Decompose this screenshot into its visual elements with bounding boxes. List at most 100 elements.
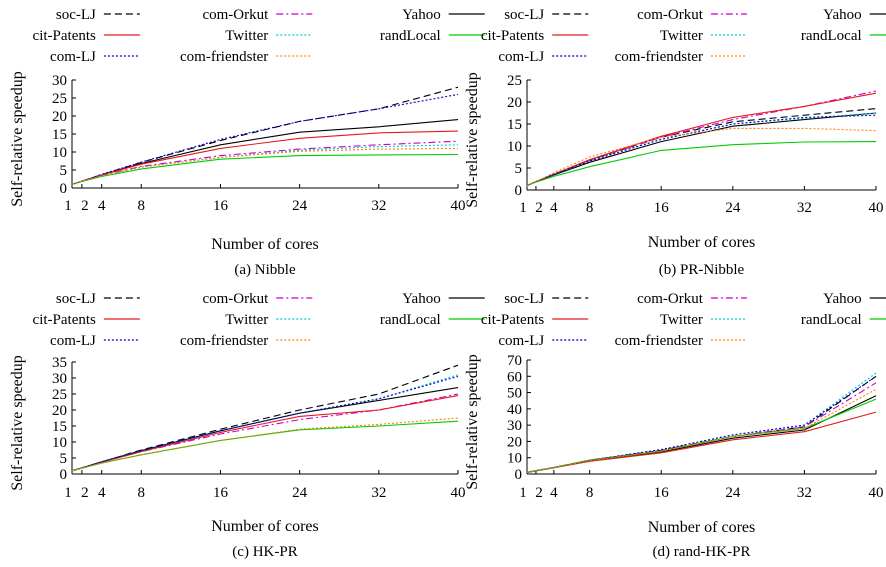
- panel-1: soc-LJ com-Orkut Yahoo cit-Patents Twitter ra…: [9, 7, 485, 278]
- series-line-com-orkut: [71, 393, 459, 472]
- x-tick-label: 24: [725, 485, 741, 501]
- legend-label: com-friendster: [180, 49, 268, 65]
- legend: soc-LJ com-Orkut Yahoo cit-Patents Twitter ra…: [481, 291, 886, 349]
- legend: soc-LJ com-Orkut Yahoo cit-Patents Twitter ra…: [33, 7, 485, 65]
- y-tick-label: 5: [60, 451, 68, 467]
- legend-label: com-Orkut: [202, 291, 269, 307]
- legend-label: com-friendster: [615, 49, 703, 65]
- legend-label: Twitter: [225, 312, 268, 328]
- legend-label: com-Orkut: [202, 7, 269, 23]
- series-line-yahoo: [526, 395, 877, 473]
- y-tick-label: 20: [507, 95, 522, 111]
- legend-label: com-Orkut: [637, 7, 704, 23]
- x-tick-label: 16: [654, 200, 670, 216]
- y-tick-label: 5: [515, 161, 523, 177]
- x-tick-label: 1: [64, 198, 72, 214]
- x-tick-label: 32: [371, 485, 386, 501]
- legend-label: randLocal: [801, 28, 862, 44]
- y-tick-label: 30: [507, 418, 522, 434]
- series-line-cit-patents: [526, 92, 877, 187]
- legend-label: Twitter: [660, 28, 703, 44]
- y-tick-label: 20: [507, 434, 522, 450]
- panel-3: soc-LJ com-Orkut Yahoo cit-Patents Twitter ra…: [9, 291, 485, 560]
- y-tick-label: 30: [52, 73, 67, 89]
- y-axis-label: Self-relative speedup: [9, 71, 26, 207]
- legend-label: cit-Patents: [481, 28, 544, 44]
- y-tick-label: 10: [52, 145, 67, 161]
- x-tick-label: 40: [869, 485, 884, 501]
- y-tick-label: 25: [507, 73, 522, 89]
- y-tick-label: 5: [60, 163, 68, 179]
- series-line-com-orkut: [526, 90, 877, 187]
- legend-label: Yahoo: [823, 7, 862, 23]
- legend-label: Twitter: [660, 312, 703, 328]
- legend-label: com-LJ: [498, 49, 544, 65]
- panel-caption: (c) HK-PR: [232, 544, 297, 560]
- x-tick-label: 24: [292, 485, 308, 501]
- x-axis-label: Number of cores: [648, 519, 756, 536]
- series-line-randlocal: [526, 141, 877, 187]
- legend-label: randLocal: [380, 312, 441, 328]
- y-tick-label: 10: [507, 451, 522, 467]
- y-tick-label: 30: [52, 371, 67, 387]
- y-tick-label: 15: [507, 117, 522, 133]
- legend-label: cit-Patents: [481, 312, 544, 328]
- x-tick-label: 40: [451, 198, 466, 214]
- x-tick-label: 32: [797, 200, 812, 216]
- legend-label: soc-LJ: [504, 291, 544, 307]
- panel-2: soc-LJ com-Orkut Yahoo cit-Patents Twitter ra…: [464, 7, 886, 278]
- series-line-randlocal: [71, 153, 459, 185]
- legend-label: soc-LJ: [504, 7, 544, 23]
- y-tick-label: 0: [515, 467, 523, 483]
- x-tick-label: 4: [550, 200, 558, 216]
- y-axis-label: Self-relative speedup: [464, 72, 481, 208]
- legend-label: randLocal: [801, 312, 862, 328]
- series-line-soc-lj: [526, 375, 877, 473]
- series-line-com-friendster: [71, 417, 459, 472]
- x-tick-label: 24: [725, 200, 741, 216]
- series-line-com-friendster: [71, 147, 459, 185]
- y-axis-label: Self-relative speedup: [464, 354, 481, 490]
- legend-label: Yahoo: [402, 291, 441, 307]
- series-line-yahoo: [71, 387, 459, 472]
- y-tick-label: 20: [52, 403, 67, 419]
- y-tick-label: 40: [507, 402, 522, 418]
- y-tick-label: 10: [507, 139, 522, 155]
- x-axis-label: Number of cores: [648, 234, 756, 251]
- x-tick-label: 4: [550, 485, 558, 501]
- y-tick-label: 15: [52, 419, 67, 435]
- series-line-com-orkut: [71, 140, 459, 185]
- legend: soc-LJ com-Orkut Yahoo cit-Patents Twitter ra…: [481, 7, 886, 65]
- panel-caption: (d) rand-HK-PR: [653, 544, 751, 560]
- x-axis-label: Number of cores: [211, 518, 319, 535]
- x-tick-label: 16: [213, 485, 229, 501]
- y-tick-label: 70: [507, 353, 522, 369]
- x-tick-label: 4: [98, 485, 106, 501]
- y-tick-label: 20: [52, 109, 67, 125]
- legend-label: com-friendster: [615, 333, 703, 349]
- x-tick-label: 2: [81, 485, 89, 501]
- y-tick-label: 0: [60, 181, 68, 197]
- series-line-yahoo: [526, 112, 877, 187]
- panel-caption: (a) Nibble: [234, 262, 296, 278]
- panel-caption: (b) PR-Nibble: [659, 262, 745, 278]
- legend-label: Twitter: [225, 28, 268, 44]
- y-tick-label: 60: [507, 369, 522, 385]
- x-tick-label: 1: [64, 485, 72, 501]
- legend-label: com-LJ: [50, 49, 96, 65]
- series-line-com-friendster: [526, 127, 877, 187]
- x-tick-label: 2: [535, 485, 543, 501]
- legend-label: soc-LJ: [56, 7, 96, 23]
- legend-label: soc-LJ: [56, 291, 96, 307]
- y-tick-label: 0: [60, 467, 68, 483]
- x-tick-label: 16: [654, 485, 670, 501]
- y-tick-label: 15: [52, 127, 67, 143]
- y-axis-label: Self-relative speedup: [9, 355, 26, 491]
- legend-label: cit-Patents: [33, 312, 96, 328]
- series-line-twitter: [526, 372, 877, 473]
- x-tick-label: 8: [138, 198, 146, 214]
- series-line-randlocal: [71, 420, 459, 472]
- legend-label: cit-Patents: [33, 28, 96, 44]
- y-tick-label: 50: [507, 386, 522, 402]
